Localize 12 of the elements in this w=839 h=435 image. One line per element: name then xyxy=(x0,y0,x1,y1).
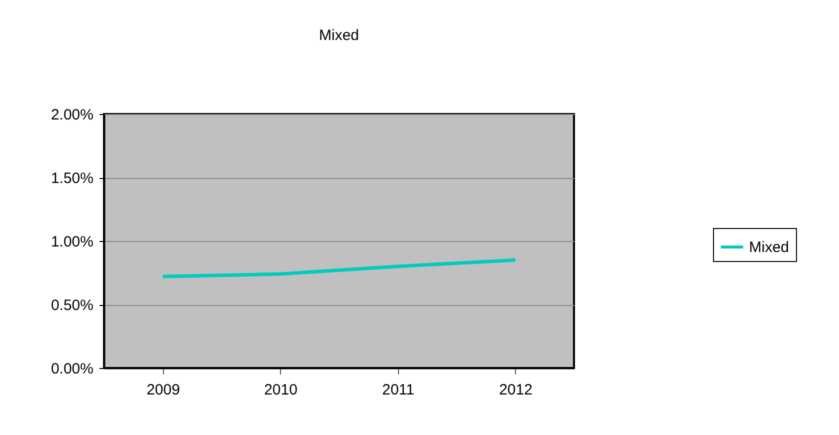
chart-title: Mixed xyxy=(318,27,360,44)
x-tick-label: 2009 xyxy=(146,382,180,398)
y-tick-label: 1.00% xyxy=(50,234,94,250)
y-tick-label: 0.00% xyxy=(50,360,94,378)
x-tick-label: 2011 xyxy=(382,382,414,398)
x-tick-label: 2010 xyxy=(264,382,298,398)
y-tick-label: 2.00% xyxy=(50,106,94,124)
x-tick-label: 2012 xyxy=(499,382,532,398)
legend-label: Mixed xyxy=(749,239,790,256)
y-tick-label: 0.50% xyxy=(50,297,94,314)
line-series xyxy=(161,258,517,278)
y-tick-label: 1.50% xyxy=(50,170,94,187)
